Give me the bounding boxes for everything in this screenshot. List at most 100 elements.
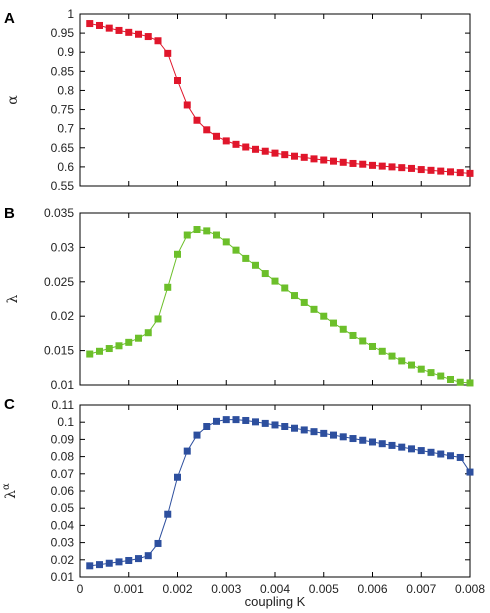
data-point	[193, 431, 201, 439]
data-point	[388, 163, 396, 171]
y-tick-label: 0.8	[57, 83, 74, 97]
data-point	[437, 450, 445, 458]
data-point	[369, 342, 376, 350]
y-tick-label: 0.05	[51, 501, 75, 515]
data-point	[291, 424, 298, 432]
data-point	[203, 126, 211, 134]
x-tick-label: 0.007	[406, 582, 436, 596]
x-tick-label: 0.005	[309, 582, 339, 596]
plot-frame	[79, 212, 471, 386]
data-point	[271, 149, 279, 157]
data-point	[417, 365, 425, 373]
y-axis-label: λα	[1, 483, 19, 499]
x-tick-label: 0.002	[162, 582, 192, 596]
data-point	[271, 421, 279, 429]
data-point	[252, 261, 259, 269]
data-point	[135, 555, 142, 563]
data-point	[447, 168, 454, 176]
data-point	[135, 334, 142, 342]
data-point	[378, 440, 386, 448]
data-point	[105, 559, 113, 567]
data-point	[291, 292, 298, 300]
panel-c: 0.01 0.02 0.03 0.04 0.05 0.06 0.07 0.08 0.09 0.1 0…	[1, 396, 485, 609]
data-point	[154, 37, 162, 45]
data-point	[115, 558, 123, 566]
data-point	[408, 361, 415, 369]
y-tick-label: 0.025	[44, 275, 74, 289]
data-point	[281, 423, 289, 430]
data-point	[388, 352, 396, 360]
y-tick-label: 0.7	[57, 122, 74, 136]
data-point	[115, 342, 123, 350]
y-tick-label: 1	[67, 7, 74, 21]
data-point	[164, 49, 172, 57]
data-point	[174, 250, 181, 258]
y-tick-label: 0.1	[57, 415, 74, 429]
data-point	[183, 231, 191, 239]
data-point	[183, 101, 191, 109]
data-point	[261, 419, 269, 427]
panel-a: 0.55 0.6 0.65 0.7 0.75 0.8 0.85 0.9 0.95 1 Aα	[4, 7, 474, 193]
y-tick-label: 0.01	[51, 570, 75, 584]
data-point	[330, 157, 337, 165]
data-point	[339, 158, 347, 166]
data-point	[320, 156, 328, 164]
data-point	[427, 369, 435, 377]
data-point	[154, 539, 162, 547]
y-tick-label: 0.04	[51, 518, 75, 532]
y-tick-label: 0.03	[51, 240, 75, 254]
y-axis-label: λ	[5, 294, 21, 303]
data-point	[164, 510, 172, 518]
data-point	[456, 453, 464, 461]
data-point	[398, 357, 406, 365]
data-point	[96, 347, 103, 355]
data-point	[105, 24, 113, 32]
data-point	[437, 372, 445, 380]
data-point	[359, 337, 367, 345]
data-point	[261, 270, 269, 278]
data-point	[164, 283, 172, 291]
data-point	[144, 33, 152, 41]
data-point	[427, 448, 435, 456]
data-point	[359, 160, 367, 168]
data-point	[388, 441, 396, 449]
data-point	[213, 132, 220, 140]
y-tick-label: 0.11	[52, 398, 75, 412]
data-point	[115, 26, 123, 34]
data-point	[86, 562, 94, 570]
data-point	[466, 169, 474, 177]
data-point	[125, 28, 133, 36]
y-tick-label: 0.55	[51, 179, 75, 193]
data-point	[174, 77, 181, 85]
data-point	[183, 447, 191, 455]
data-point	[349, 159, 357, 167]
data-point	[281, 151, 289, 159]
data-point	[417, 447, 425, 455]
data-point	[339, 433, 347, 441]
data-point	[417, 166, 425, 174]
x-axis-label: coupling K	[245, 594, 306, 609]
x-tick-label: 0.003	[211, 582, 241, 596]
data-point	[86, 350, 94, 358]
data-point	[369, 438, 376, 446]
data-point	[222, 416, 230, 424]
y-axis-label: α	[5, 95, 21, 105]
data-point	[466, 468, 474, 476]
data-point	[242, 254, 250, 262]
data-point	[349, 331, 357, 339]
y-tick-label: 0.07	[51, 467, 75, 481]
data-point	[125, 556, 133, 564]
data-point	[213, 231, 220, 239]
data-point	[144, 552, 152, 560]
y-tick-label: 0.03	[51, 536, 75, 550]
data-point	[193, 226, 201, 234]
data-point	[203, 227, 211, 235]
data-point	[252, 145, 259, 153]
y-tick-label: 0.01	[51, 378, 75, 392]
y-axis-label-exponent: α	[1, 483, 12, 490]
y-tick-label: 0.65	[51, 141, 75, 155]
data-point	[310, 428, 318, 436]
panel-label: A	[4, 10, 15, 27]
data-point	[271, 277, 279, 285]
panel-label: C	[4, 396, 15, 413]
